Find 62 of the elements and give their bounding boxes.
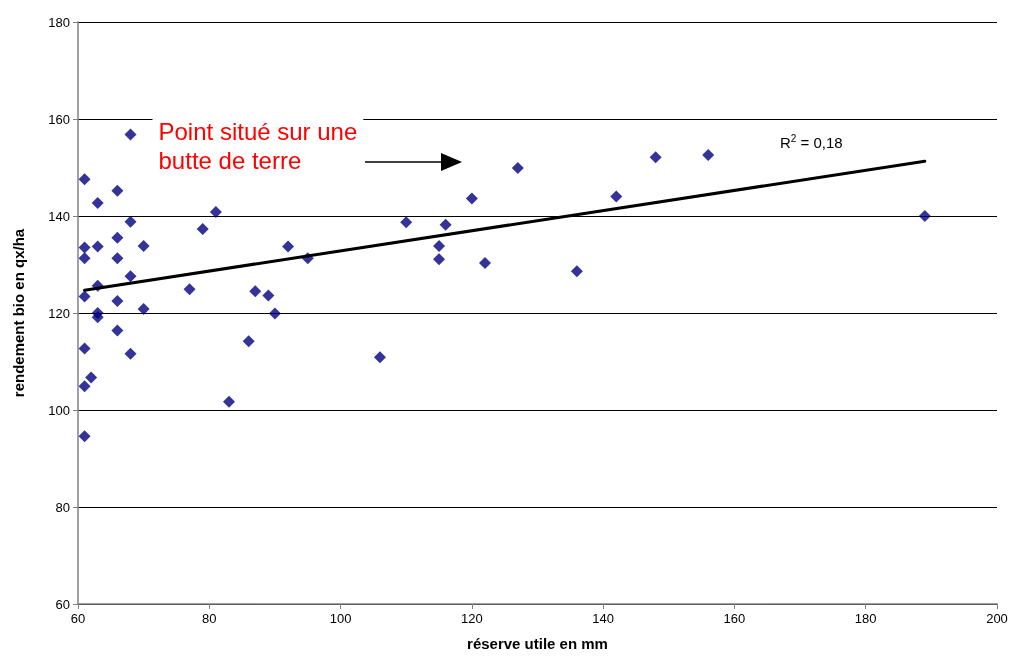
point [78, 430, 91, 443]
point [137, 240, 150, 253]
y-tick-label: 120 [48, 305, 70, 321]
point [570, 265, 583, 278]
point [91, 311, 104, 324]
point [249, 285, 262, 298]
point [282, 240, 295, 253]
point [137, 303, 150, 316]
point [85, 371, 98, 384]
point [439, 218, 452, 231]
point [196, 223, 209, 236]
point [124, 347, 137, 360]
y-tick-label: 60 [55, 596, 70, 612]
x-tick-label: 180 [854, 611, 877, 626]
point [111, 231, 124, 244]
point [111, 324, 124, 337]
point [610, 190, 623, 203]
point [78, 252, 91, 265]
point [242, 335, 255, 348]
point [124, 270, 137, 283]
point [433, 253, 446, 266]
point [91, 240, 104, 253]
point [183, 283, 196, 296]
point [222, 395, 235, 408]
point [78, 173, 91, 186]
point [400, 216, 413, 229]
point [262, 289, 275, 302]
point [91, 196, 104, 209]
y-tick-label: 160 [48, 111, 70, 127]
x-tick-label: 200 [986, 611, 1008, 626]
point [433, 240, 446, 253]
point [268, 307, 281, 320]
point [702, 148, 715, 161]
point [478, 257, 491, 270]
point [111, 184, 124, 197]
x-tick-label: 100 [329, 611, 352, 626]
point [124, 128, 137, 141]
point [78, 342, 91, 355]
y-tick-label: 180 [48, 14, 70, 30]
x-tick-label: 80 [202, 611, 217, 626]
point [649, 151, 662, 164]
point [78, 380, 91, 393]
point [373, 351, 386, 364]
point [111, 294, 124, 307]
point [78, 241, 91, 254]
y-tick-label: 100 [48, 402, 70, 418]
point [124, 215, 137, 228]
point [111, 252, 124, 265]
y-tick-label: 140 [48, 208, 70, 224]
x-tick-label: 140 [592, 611, 614, 626]
point [465, 192, 478, 205]
x-tick-label: 60 [70, 611, 86, 626]
y-axis-title: rendement bio en qx/ha [10, 228, 27, 398]
x-axis-title: réserve utile en mm [467, 635, 608, 652]
point [918, 210, 931, 222]
y-tick-label: 80 [55, 499, 70, 515]
point [511, 161, 524, 174]
point [209, 206, 222, 219]
x-tick-label: 160 [723, 611, 746, 626]
point [78, 290, 91, 303]
x-tick-label: 120 [461, 611, 483, 626]
annotation: Point situé sur une butte de terre [158, 117, 358, 174]
